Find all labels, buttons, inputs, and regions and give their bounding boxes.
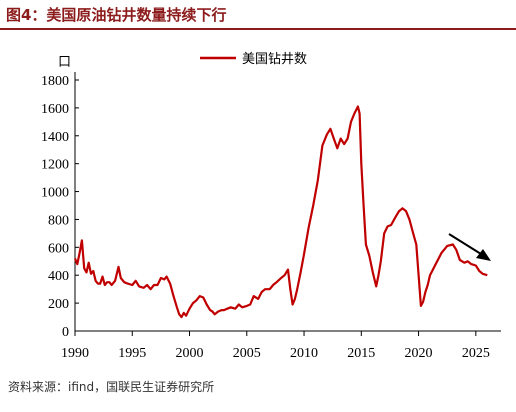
y-tick-label: 200: [48, 297, 69, 312]
legend-label: 美国钻井数: [242, 52, 307, 67]
y-tick-label: 1800: [41, 74, 69, 89]
chart-legend: 美国钻井数: [200, 52, 307, 67]
y-tick-label: 800: [48, 213, 69, 228]
x-tick-label: 2005: [233, 346, 261, 361]
y-tick-label: 1600: [41, 102, 69, 117]
x-tick-label: 1995: [118, 346, 146, 361]
x-tick-label: 2010: [290, 346, 318, 361]
chart-series: [73, 105, 488, 319]
source-note: 资料来源：ifind，国联民生证券研究所: [8, 380, 215, 394]
chart-axes: 口 0 200 400 600 800 1000 1200 1400 1600 1800 1990 19…: [41, 55, 501, 361]
trend-arrow-shaft: [448, 233, 482, 255]
figure-title: 图4：美国原油钻井数量持续下行: [6, 6, 227, 24]
y-tick-label: 1200: [41, 158, 69, 173]
y-tick-label: 600: [48, 241, 69, 256]
title-divider: [0, 28, 516, 30]
trend-arrow-head: [476, 249, 491, 261]
y-tick-label: 400: [48, 269, 69, 284]
y-axis-unit-label: 口: [58, 55, 71, 70]
x-tick-label: 2015: [347, 346, 375, 361]
x-tick-label: 1990: [61, 346, 89, 361]
x-tick-label: 2000: [176, 346, 204, 361]
series-line-0: [73, 105, 488, 319]
x-tick-label: 2020: [405, 346, 433, 361]
x-tick-label: 2025: [462, 346, 490, 361]
y-tick-label: 0: [62, 325, 69, 340]
y-tick-label: 1400: [41, 130, 69, 145]
y-tick-label: 1000: [41, 186, 69, 201]
chart-annotations: [448, 233, 491, 261]
